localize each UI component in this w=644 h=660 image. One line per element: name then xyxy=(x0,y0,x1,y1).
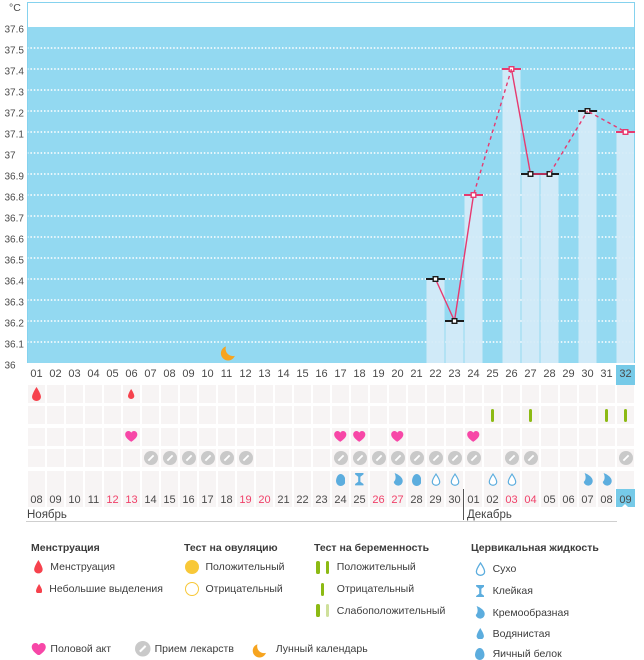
svg-text:37: 37 xyxy=(5,151,17,162)
svg-text:36.3: 36.3 xyxy=(5,298,25,309)
svg-text:36.1: 36.1 xyxy=(5,340,25,351)
svg-text:36.5: 36.5 xyxy=(5,256,25,267)
svg-text:36.4: 36.4 xyxy=(5,277,25,288)
svg-text:37.6: 37.6 xyxy=(5,25,25,36)
svg-text:37.4: 37.4 xyxy=(5,67,25,78)
svg-text:36.2: 36.2 xyxy=(5,319,25,330)
svg-text:37.2: 37.2 xyxy=(5,109,25,120)
svg-text:°C: °C xyxy=(9,2,21,14)
svg-text:36.6: 36.6 xyxy=(5,235,25,246)
svg-text:37.1: 37.1 xyxy=(5,130,25,141)
svg-text:36: 36 xyxy=(5,361,17,372)
svg-text:36.9: 36.9 xyxy=(5,172,25,183)
svg-text:37.3: 37.3 xyxy=(5,88,25,99)
svg-text:37.5: 37.5 xyxy=(5,46,25,57)
svg-text:36.8: 36.8 xyxy=(5,193,25,204)
svg-text:36.7: 36.7 xyxy=(5,214,25,225)
